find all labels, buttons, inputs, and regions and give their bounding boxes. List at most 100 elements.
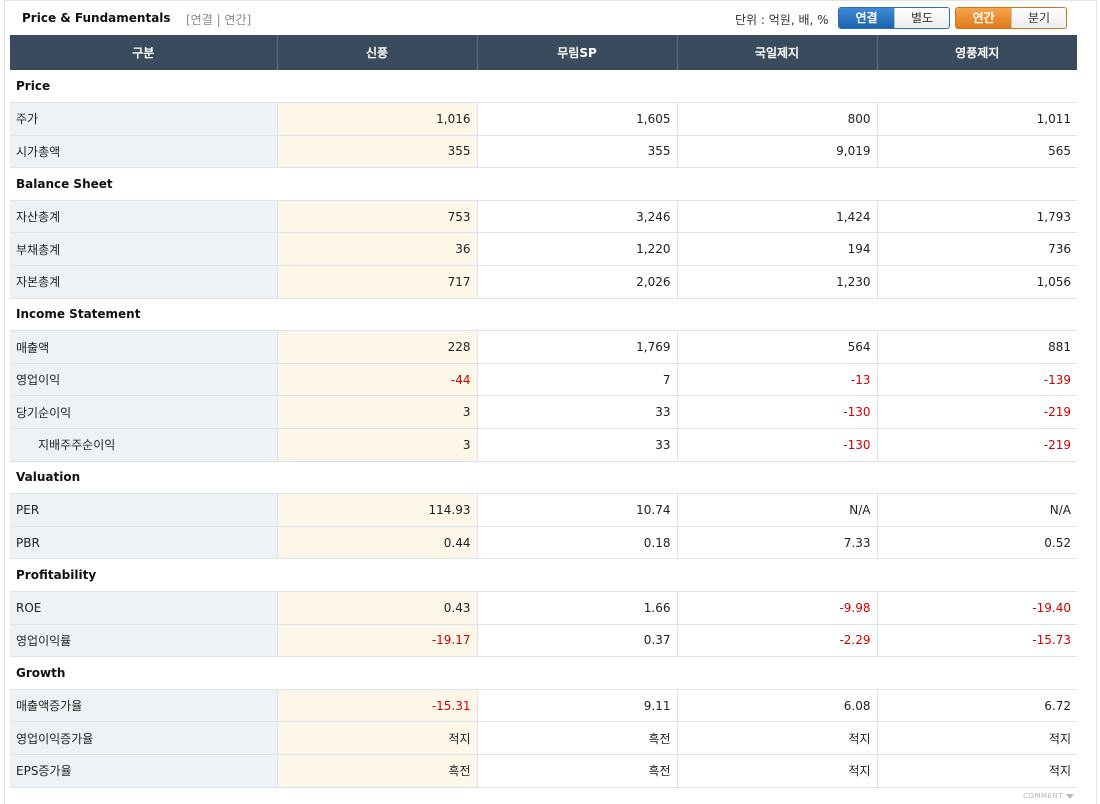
table-cell: 33 [477,395,678,430]
table-cell: -19.17 [277,624,478,658]
table-cell: 0.37 [477,624,678,658]
table-cell: 564 [677,330,878,364]
section-row: Price [10,70,1077,104]
column-header: 구분 [10,35,277,70]
table-cell: N/A [677,493,878,527]
row-label: 매출액 [10,330,278,364]
unit-label: 단위 : 억원, 배, % [735,13,829,27]
table-cell: 3 [277,395,478,430]
table-header-row: 구분 신풍 무림SP 국일제지 영풍제지 [10,35,1077,70]
table-cell: 적지 [877,754,1077,788]
row-label: 영업이익 [10,363,278,397]
table-cell: 1,230 [677,265,878,299]
table-row: 매출액 228 1,769 564 881 [10,330,1077,364]
table-cell: -15.31 [277,689,478,723]
table-cell: 355 [477,135,678,169]
table-cell: 736 [877,232,1077,267]
comment-toggle[interactable]: COMMENT [1023,792,1074,800]
table-cell: 0.18 [477,526,678,560]
widget-frame [4,0,1097,804]
table-cell: 흑전 [277,754,478,788]
table-cell: 800 [677,102,878,136]
table-cell: -44 [277,363,478,397]
table-row: 영업이익 -44 7 -13 -139 [10,363,1077,397]
table-cell: 753 [277,200,478,234]
table-cell: 적지 [877,721,1077,755]
section-title: Price [10,70,1077,104]
column-header: 국일제지 [676,35,877,70]
table-cell: 6.72 [877,689,1077,723]
row-label: 부채총계 [10,232,278,267]
table-row: 자본총계 717 2,026 1,230 1,056 [10,265,1077,299]
table-cell: -130 [677,395,878,430]
section-title: Income Statement [10,298,1077,332]
table-cell: 1,605 [477,102,678,136]
row-label: 자산총계 [10,200,278,234]
quarterly-button[interactable]: 분기 [1011,8,1066,28]
section-title: Balance Sheet [10,167,1077,201]
table-cell: 1,424 [677,200,878,234]
table-cell: 355 [277,135,478,169]
row-label: 주가 [10,102,278,136]
table-cell: 33 [477,428,678,462]
row-label: PBR [10,526,278,560]
table-cell: 7.33 [677,526,878,560]
table-row: ROE 0.43 1.66 -9.98 -19.40 [10,591,1077,625]
widget-subtitle: [연결 | 연간] [186,13,252,27]
table-cell: 9,019 [677,135,878,169]
table-row: EPS증가율 흑전 흑전 적지 적지 [10,754,1077,788]
table-cell: 3,246 [477,200,678,234]
table-cell: 적지 [677,721,878,755]
column-header: 신풍 [276,35,477,70]
table-cell: 2,026 [477,265,678,299]
table-cell: -19.40 [877,591,1077,625]
section-row: Growth [10,656,1077,690]
table-row: 당기순이익 3 33 -130 -219 [10,395,1077,430]
table-cell: 565 [877,135,1077,169]
table-cell: 0.44 [277,526,478,560]
fundamentals-table: 구분 신풍 무림SP 국일제지 영풍제지 Price 주가 1,016 1,605 80… [10,35,1077,788]
consolidation-toggle: 연결 별도 [838,7,950,29]
table-row: PER 114.93 10.74 N/A N/A [10,493,1077,527]
table-cell: 흑전 [477,754,678,788]
table-row: PBR 0.44 0.18 7.33 0.52 [10,526,1077,560]
table-body: Price 주가 1,016 1,605 800 1,011 시가총액 355 355 9,019… [10,70,1077,788]
table-cell: 1,011 [877,102,1077,136]
table-cell: 흑전 [477,721,678,755]
section-row: Balance Sheet [10,167,1077,201]
table-cell: 1,769 [477,330,678,364]
row-label: ROE [10,591,278,625]
row-label: 영업이익률 [10,624,278,658]
table-cell: 228 [277,330,478,364]
table-cell: 9.11 [477,689,678,723]
section-title: Profitability [10,558,1077,592]
table-cell: -130 [677,428,878,462]
table-cell: 10.74 [477,493,678,527]
table-cell: 1,016 [277,102,478,136]
table-cell: 36 [277,232,478,267]
row-label: 매출액증가율 [10,689,278,723]
table-cell: 0.52 [877,526,1077,560]
row-label: 지배주주순이익 [10,428,278,462]
column-header: 무림SP [476,35,677,70]
separate-button[interactable]: 별도 [894,8,949,28]
table-cell: 1,220 [477,232,678,267]
row-label: PER [10,493,278,527]
section-row: Income Statement [10,298,1077,332]
consolidated-button[interactable]: 연결 [839,8,894,28]
table-cell: -13 [677,363,878,397]
annual-button[interactable]: 연간 [956,8,1011,28]
table-cell: 1.66 [477,591,678,625]
table-cell: 194 [677,232,878,267]
widget-header: Price & Fundamentals [연결 | 연간] 단위 : 억원, … [10,2,1077,35]
table-row: 영업이익증가율 적지 흑전 적지 적지 [10,721,1077,755]
section-title: Growth [10,656,1077,690]
table-row: 지배주주순이익 3 33 -130 -219 [10,428,1077,462]
table-cell: -139 [877,363,1077,397]
section-row: Valuation [10,461,1077,495]
widget-title: Price & Fundamentals [22,11,171,25]
section-row: Profitability [10,558,1077,592]
table-cell: -219 [877,428,1077,462]
column-header: 영풍제지 [876,35,1077,70]
section-title: Valuation [10,461,1077,495]
